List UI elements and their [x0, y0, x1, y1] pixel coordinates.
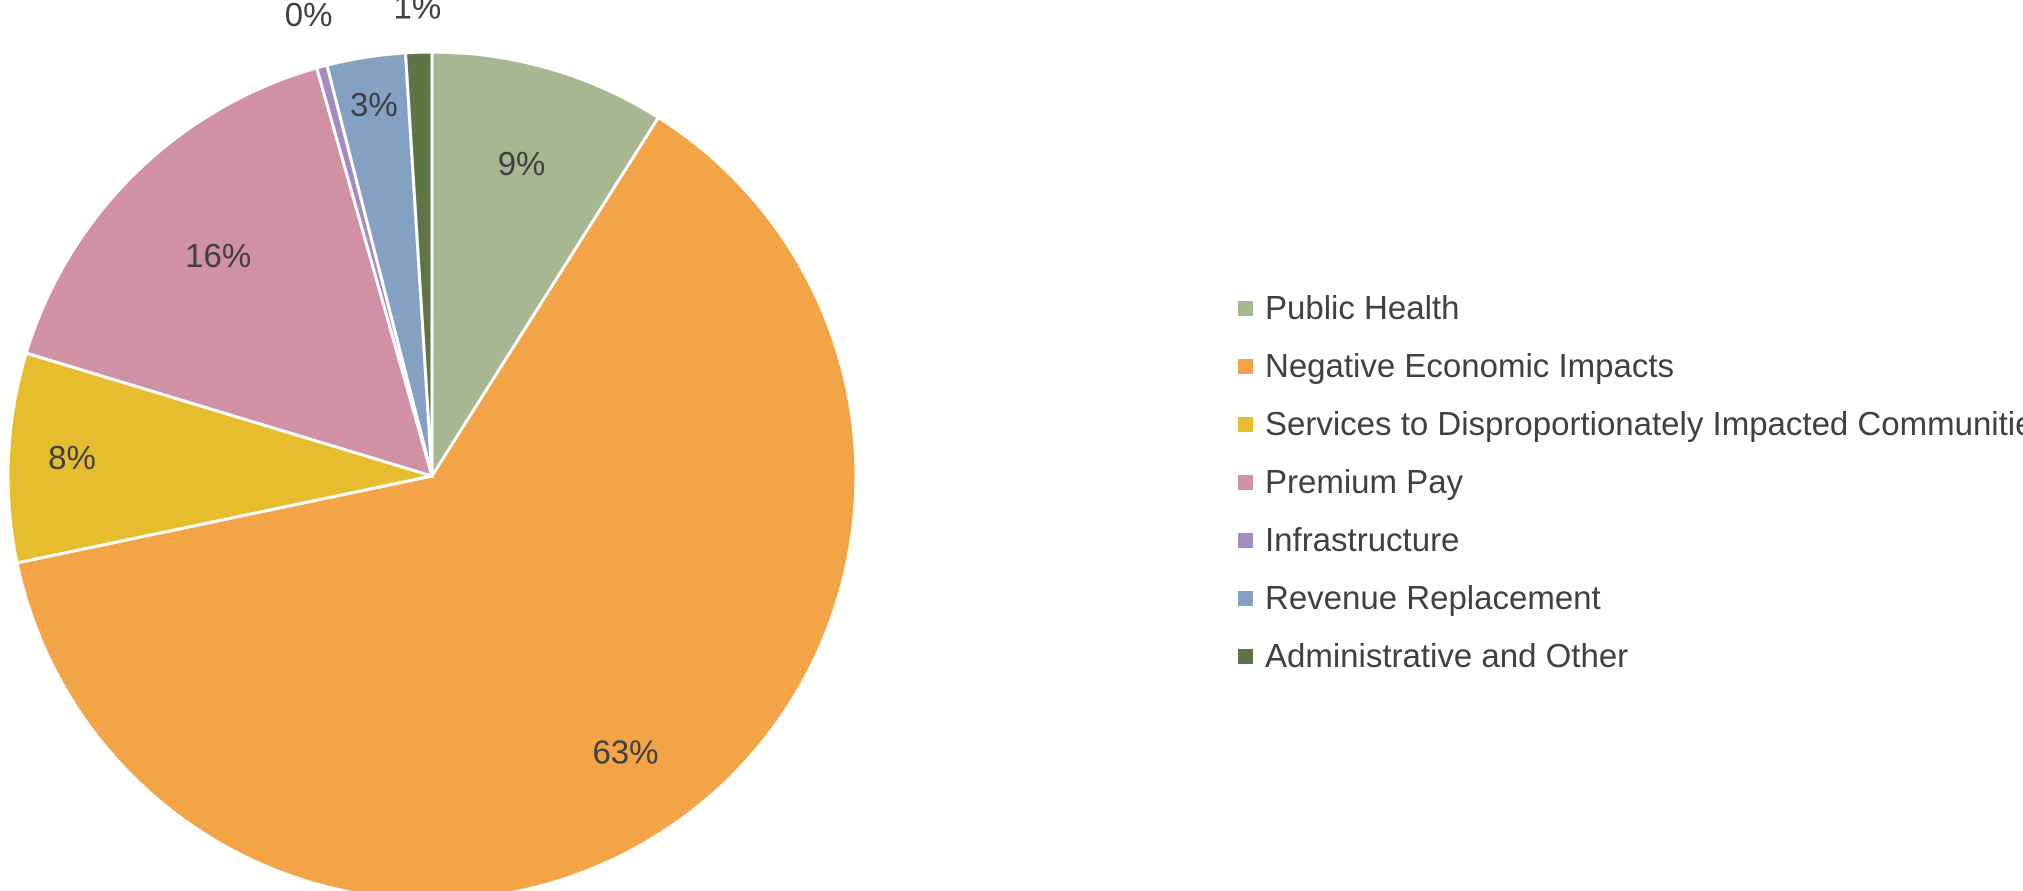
legend-item: Revenue Replacement — [1238, 569, 2018, 627]
pie-chart-svg: 9% 63% 8% 16% 0% 3% 1% — [6, 0, 858, 891]
data-label-premium-pay: 16% — [185, 237, 251, 274]
legend-label: Administrative and Other — [1265, 637, 1629, 674]
pie-slice-administrative-and-other — [403, 50, 434, 477]
chart-legend: Public Health Negative Economic Impacts Se… — [1238, 279, 2023, 685]
pie-slice-premium-pay — [24, 66, 435, 479]
legend-item: Services to Disproportionately Impacted … — [1238, 395, 2023, 453]
pie-slice-public-health — [430, 50, 661, 482]
pie-slice-services-to-disproportionately-impacted-communities — [6, 351, 433, 565]
pie-slice-negative-economic-impacts — [15, 115, 858, 891]
legend-label: Infrastructure — [1265, 521, 1460, 558]
legend-swatch — [1238, 300, 1253, 316]
legend-swatch — [1238, 416, 1253, 432]
legend-swatch — [1238, 474, 1253, 490]
legend-swatch — [1238, 590, 1253, 606]
legend-label: Negative Economic Impacts — [1265, 347, 1675, 384]
data-label-services-to-disproportionately-impacted-communities: 8% — [48, 439, 96, 476]
legend-item: Premium Pay — [1238, 453, 2018, 511]
legend-swatch — [1238, 358, 1253, 374]
legend-label: Premium Pay — [1265, 463, 1464, 500]
legend-label: Services to Disproportionately Impacted … — [1265, 405, 2023, 442]
legend-item: Administrative and Other — [1238, 627, 2018, 685]
legend-label: Public Health — [1265, 289, 1460, 326]
pie-data-labels: 9% 63% 8% 16% 0% 3% 1% — [48, 0, 658, 770]
legend-label: Revenue Replacement — [1265, 579, 1601, 616]
pie-slices — [6, 50, 858, 891]
data-label-public-health: 9% — [498, 145, 546, 182]
data-label-infrastructure: 0% — [285, 0, 333, 33]
data-label-administrative-and-other: 1% — [394, 0, 442, 26]
data-label-negative-economic-impacts: 63% — [592, 733, 658, 770]
legend-item: Public Health — [1238, 279, 2018, 337]
legend-swatch — [1238, 648, 1253, 664]
legend-item: Negative Economic Impacts — [1238, 337, 2018, 395]
legend-swatch — [1238, 532, 1253, 548]
data-label-revenue-replacement: 3% — [350, 86, 398, 123]
legend-item: Infrastructure — [1238, 511, 2018, 569]
